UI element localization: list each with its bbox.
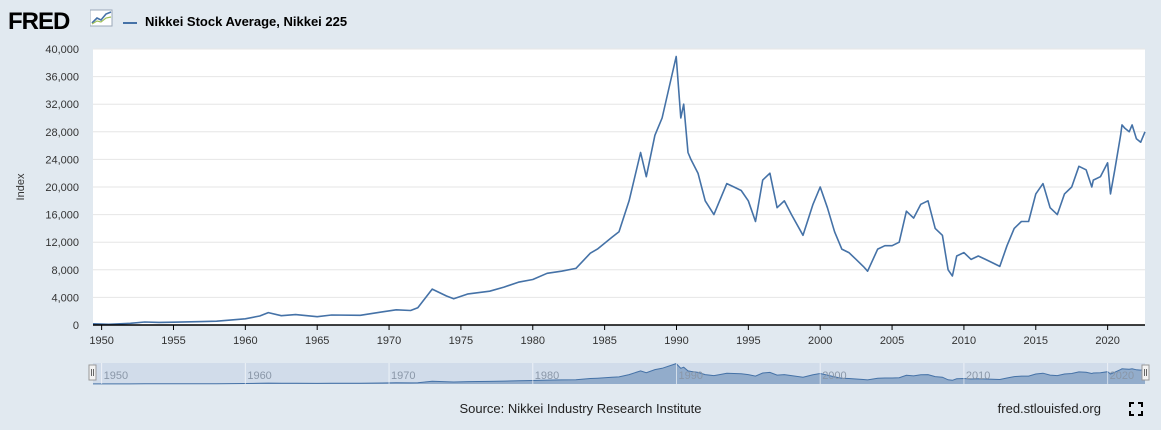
x-tick-label: 2010	[952, 335, 976, 347]
x-axis: 1950 1955 1960 1965 1970 1975 1980 1985 1990 1995…	[89, 325, 1120, 347]
navigator-label: 1980	[535, 370, 559, 382]
x-tick-label: 2015	[1024, 335, 1048, 347]
x-tick-label: 1965	[305, 335, 329, 347]
fred-logo-graph-icon	[90, 9, 113, 27]
x-tick-label: 1990	[664, 335, 688, 347]
x-tick-label: 1995	[736, 335, 760, 347]
y-axis: 0 4,000 8,000 12,000 16,000 20,000 24,000 28,00…	[45, 44, 79, 332]
navigator-label: 2020	[1110, 370, 1134, 382]
x-tick-label: 2000	[808, 335, 832, 347]
fullscreen-icon[interactable]	[1129, 402, 1143, 416]
y-tick-label: 40,000	[45, 44, 79, 56]
x-tick-label: 1960	[233, 335, 257, 347]
navigator-label: 2010	[966, 370, 990, 382]
x-tick-label: 2020	[1095, 335, 1119, 347]
y-tick-label: 4,000	[51, 292, 79, 304]
navigator-series-line	[93, 363, 1146, 385]
series-line[interactable]	[92, 55, 1146, 326]
navigator-handle-left[interactable]	[88, 364, 97, 381]
y-tick-label: 28,000	[45, 127, 79, 139]
navigator-handle-right[interactable]	[1141, 364, 1150, 381]
y-tick-label: 16,000	[45, 210, 79, 222]
x-tick-label: 1950	[89, 335, 113, 347]
x-tick-label: 1985	[592, 335, 616, 347]
x-tick-label: 2005	[880, 335, 904, 347]
navigator-label: 1950	[104, 370, 128, 382]
y-tick-label: 12,000	[45, 237, 79, 249]
navigator-labels: 1950 1960 1970 1980 1990 2000 2010 2020	[101, 363, 1134, 384]
y-tick-label: 24,000	[45, 154, 79, 166]
y-tick-label: 0	[73, 320, 79, 332]
navigator-label: 1990	[678, 370, 702, 382]
chart-header: FRED Nikkei Stock Average, Nikkei 225	[8, 6, 608, 35]
x-tick-label: 1970	[377, 335, 401, 347]
navigator-label: 1970	[391, 370, 415, 382]
source-note: Source: Nikkei Industry Research Institu…	[459, 401, 702, 416]
y-tick-label: 20,000	[45, 182, 79, 194]
y-axis-label: Index	[15, 173, 27, 200]
x-tick-label: 1980	[521, 335, 545, 347]
y-tick-label: 36,000	[45, 72, 79, 84]
y-tick-label: 8,000	[51, 265, 79, 277]
y-tick-label: 32,000	[45, 99, 79, 111]
fred-logo[interactable]: FRED	[8, 8, 70, 35]
x-tick-label: 1975	[449, 335, 473, 347]
legend[interactable]: Nikkei Stock Average, Nikkei 225	[123, 14, 347, 29]
navigator-mask[interactable]	[93, 363, 1145, 384]
site-link[interactable]: fred.stlouisfed.org	[997, 401, 1101, 416]
chart: 0 4,000 8,000 12,000 16,000 20,000 24,000 28,00…	[15, 44, 1150, 385]
navigator-label: 1960	[247, 370, 271, 382]
grid-lines	[93, 48, 1145, 298]
navigator-series-area	[93, 363, 1145, 384]
legend-label: Nikkei Stock Average, Nikkei 225	[145, 14, 348, 29]
navigator[interactable]: 1950 1960 1970 1980 1990 2000 2010 2020	[88, 363, 1150, 385]
legend-swatch	[123, 21, 137, 24]
navigator-label: 2000	[822, 370, 846, 382]
x-tick-label: 1955	[161, 335, 185, 347]
